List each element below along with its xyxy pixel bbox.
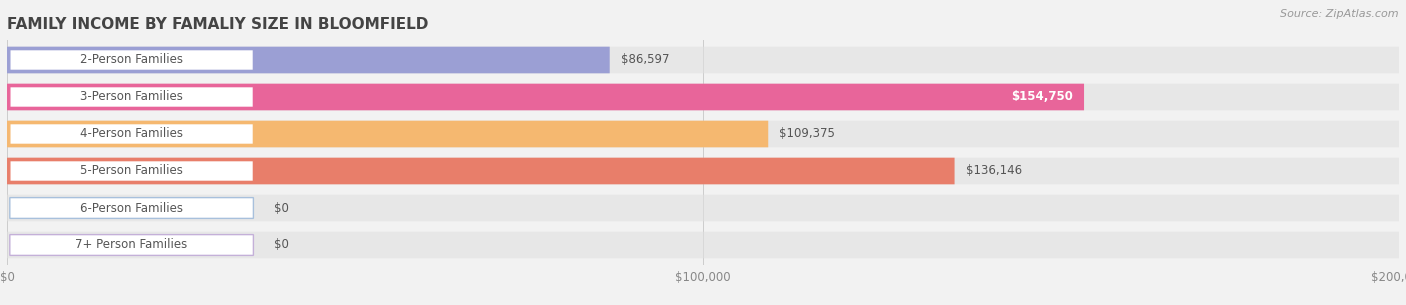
Text: 5-Person Families: 5-Person Families: [80, 164, 183, 178]
FancyBboxPatch shape: [10, 235, 253, 255]
FancyBboxPatch shape: [7, 232, 1399, 258]
FancyBboxPatch shape: [10, 124, 253, 144]
FancyBboxPatch shape: [7, 195, 1399, 221]
FancyBboxPatch shape: [7, 47, 610, 73]
Text: 3-Person Families: 3-Person Families: [80, 91, 183, 103]
FancyBboxPatch shape: [7, 84, 1084, 110]
Text: 2-Person Families: 2-Person Families: [80, 53, 183, 66]
Text: $109,375: $109,375: [779, 127, 835, 141]
Text: $86,597: $86,597: [621, 53, 669, 66]
FancyBboxPatch shape: [10, 87, 253, 107]
Text: $0: $0: [274, 239, 290, 252]
FancyBboxPatch shape: [7, 121, 1399, 147]
FancyBboxPatch shape: [10, 198, 253, 218]
FancyBboxPatch shape: [7, 47, 1399, 73]
FancyBboxPatch shape: [10, 161, 253, 181]
Text: 7+ Person Families: 7+ Person Families: [76, 239, 188, 252]
Text: $136,146: $136,146: [966, 164, 1022, 178]
FancyBboxPatch shape: [7, 84, 1399, 110]
FancyBboxPatch shape: [10, 50, 253, 70]
Text: 6-Person Families: 6-Person Families: [80, 202, 183, 214]
Text: $154,750: $154,750: [1011, 91, 1073, 103]
Text: FAMILY INCOME BY FAMALIY SIZE IN BLOOMFIELD: FAMILY INCOME BY FAMALIY SIZE IN BLOOMFI…: [7, 16, 429, 31]
FancyBboxPatch shape: [7, 158, 1399, 184]
Text: Source: ZipAtlas.com: Source: ZipAtlas.com: [1281, 9, 1399, 19]
Text: $0: $0: [274, 202, 290, 214]
Text: 4-Person Families: 4-Person Families: [80, 127, 183, 141]
FancyBboxPatch shape: [7, 158, 955, 184]
FancyBboxPatch shape: [7, 121, 768, 147]
